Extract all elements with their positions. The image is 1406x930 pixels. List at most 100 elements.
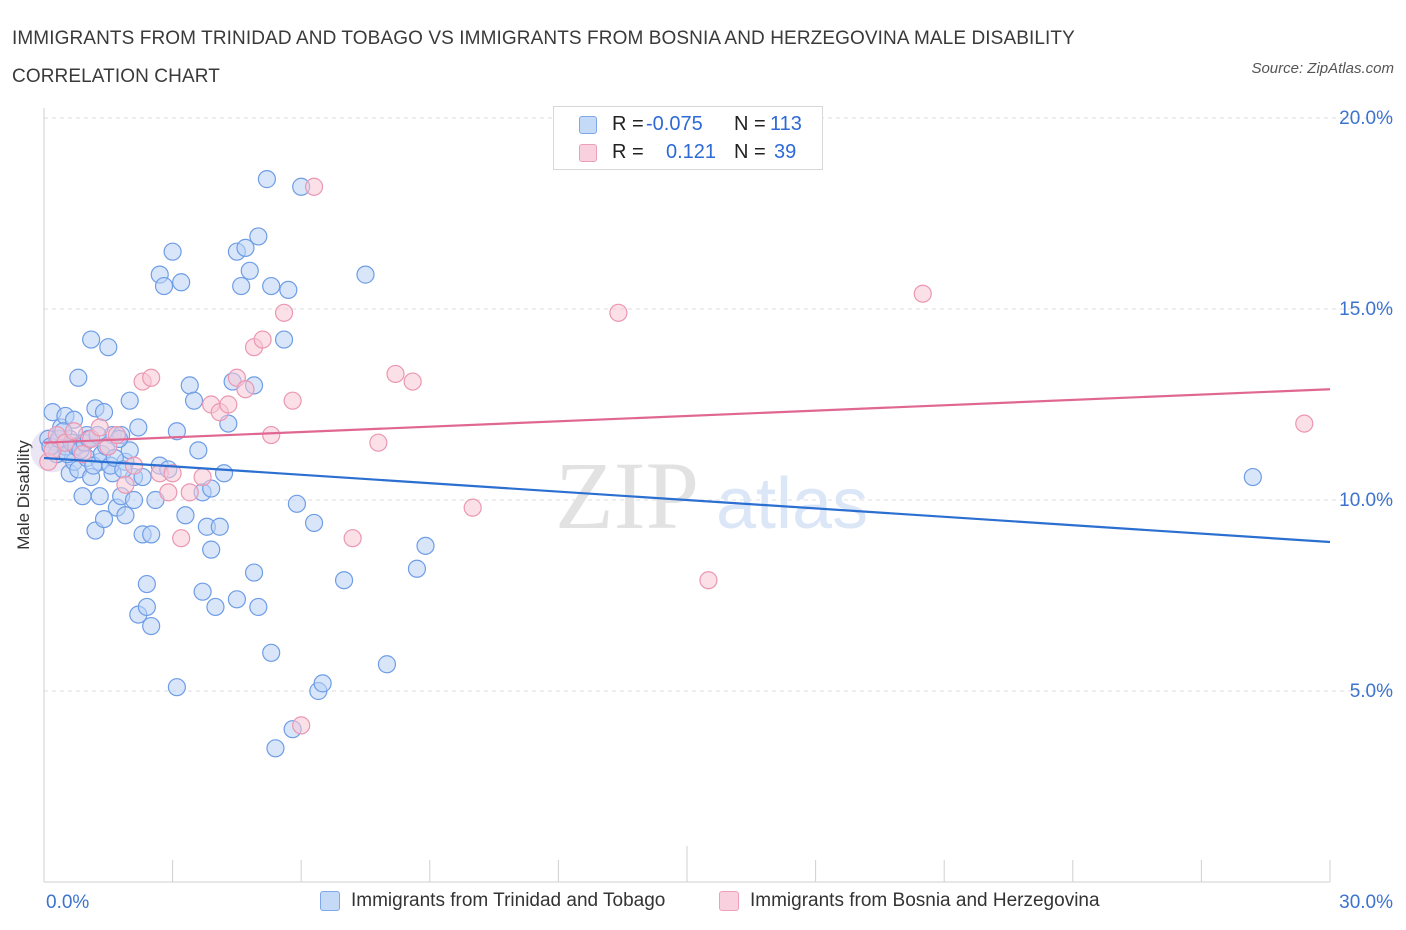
- point-bosnia: [283, 391, 302, 410]
- trend-line-bosnia: [43, 388, 1331, 444]
- legend-n-label: N =: [734, 141, 766, 163]
- correlation-legend: R = -0.075 N = 113 R = 0.121 N = 39: [553, 106, 823, 170]
- point-bosnia: [193, 467, 212, 487]
- point-trinidad: [184, 391, 204, 410]
- legend-r-value: 0.121: [666, 141, 717, 163]
- trend-line-trinidad: [43, 456, 1331, 544]
- point-trinidad: [244, 563, 264, 582]
- point-trinidad: [120, 391, 139, 410]
- point-trinidad: [240, 261, 259, 280]
- point-bosnia: [262, 425, 281, 445]
- point-trinidad: [193, 582, 212, 601]
- point-trinidad: [94, 403, 114, 422]
- legend-n-value: 113: [770, 113, 802, 135]
- y-tick-label: 15.0%: [1339, 299, 1393, 320]
- point-trinidad: [154, 276, 174, 296]
- axes: [43, 108, 1331, 883]
- y-tick-label: 20.0%: [1339, 108, 1393, 129]
- point-trinidad: [180, 376, 199, 395]
- point-bosnia: [253, 330, 272, 349]
- point-trinidad: [274, 330, 294, 349]
- point-bosnia: [463, 498, 482, 517]
- point-trinidad: [206, 597, 225, 617]
- legend-swatch-pink: [579, 144, 597, 162]
- point-bosnia: [292, 716, 311, 735]
- point-trinidad: [137, 574, 156, 594]
- point-bosnia: [142, 368, 161, 387]
- point-bosnia: [609, 303, 628, 322]
- point-bosnia: [403, 372, 422, 391]
- point-bosnia: [219, 395, 238, 414]
- point-trinidad: [210, 517, 229, 536]
- point-trinidad: [214, 464, 234, 483]
- bottom-legend-swatch-pink: [719, 891, 739, 911]
- point-trinidad: [232, 276, 251, 296]
- trend-lines: [43, 388, 1331, 544]
- point-bosnia: [369, 433, 388, 452]
- point-trinidad: [313, 674, 332, 693]
- data-points: [30, 170, 1314, 758]
- point-trinidad: [99, 338, 118, 357]
- point-trinidad: [407, 559, 427, 578]
- point-trinidad: [69, 368, 88, 387]
- point-trinidad: [137, 597, 156, 617]
- point-trinidad: [236, 238, 255, 257]
- point-trinidad: [304, 513, 324, 533]
- point-trinidad: [142, 616, 161, 636]
- bottom-legend-label: Immigrants from Bosnia and Herzegovina: [750, 890, 1100, 911]
- point-bosnia: [90, 418, 109, 437]
- point-trinidad: [142, 525, 161, 544]
- point-bosnia: [159, 483, 178, 502]
- point-trinidad: [257, 170, 277, 189]
- legend-r-label: R =: [612, 113, 644, 135]
- point-trinidad: [334, 571, 354, 590]
- point-bosnia: [386, 364, 405, 384]
- point-trinidad: [202, 540, 221, 559]
- point-bosnia: [124, 456, 144, 475]
- point-trinidad: [227, 590, 246, 609]
- point-trinidad: [176, 506, 195, 525]
- point-trinidad: [163, 242, 182, 261]
- x-tick-label: 0.0%: [46, 892, 89, 913]
- point-bosnia: [64, 422, 84, 441]
- tick-labels: 5.0% 10.0% 15.0% 20.0% 0.0% 30.0%: [46, 108, 1393, 913]
- point-trinidad: [416, 536, 435, 555]
- point-bosnia: [913, 284, 932, 303]
- point-trinidad: [94, 509, 114, 529]
- point-bosnia: [343, 529, 362, 548]
- point-trinidad: [356, 265, 375, 284]
- point-trinidad: [82, 330, 101, 349]
- point-trinidad: [124, 490, 144, 510]
- point-trinidad: [167, 422, 186, 441]
- legend-n-value: 39: [774, 141, 797, 163]
- point-bosnia: [172, 529, 191, 548]
- point-trinidad: [129, 418, 148, 437]
- legend-swatch-blue: [579, 116, 597, 134]
- chart-title: IMMIGRANTS FROM TRINIDAD AND TOBAGO VS I…: [12, 28, 1075, 87]
- point-bosnia: [236, 380, 255, 399]
- point-trinidad: [116, 506, 135, 525]
- point-trinidad: [1243, 467, 1262, 487]
- y-tick-label: 5.0%: [1350, 681, 1393, 702]
- point-bosnia: [1295, 414, 1314, 433]
- grid-lines: [44, 117, 1395, 692]
- legend-n-label: N =: [734, 113, 766, 135]
- legend-r-value: -0.075: [646, 113, 703, 135]
- point-trinidad: [172, 273, 191, 292]
- point-trinidad: [266, 739, 285, 758]
- point-bosnia: [304, 177, 324, 196]
- point-trinidad: [249, 227, 268, 246]
- point-trinidad: [262, 276, 281, 296]
- y-tick-label: 10.0%: [1339, 490, 1393, 511]
- point-bosnia: [116, 475, 135, 494]
- point-bosnia: [73, 445, 92, 464]
- point-bosnia: [274, 303, 294, 322]
- point-trinidad: [167, 678, 186, 697]
- point-bosnia: [163, 464, 182, 483]
- source-label: Source: ZipAtlas.com: [1251, 60, 1394, 77]
- legend-row-trinidad: R = -0.075 N = 113: [554, 110, 822, 138]
- point-trinidad: [189, 441, 208, 460]
- legend-row-bosnia: R = 0.121 N = 39: [554, 138, 822, 166]
- point-trinidad: [249, 597, 268, 617]
